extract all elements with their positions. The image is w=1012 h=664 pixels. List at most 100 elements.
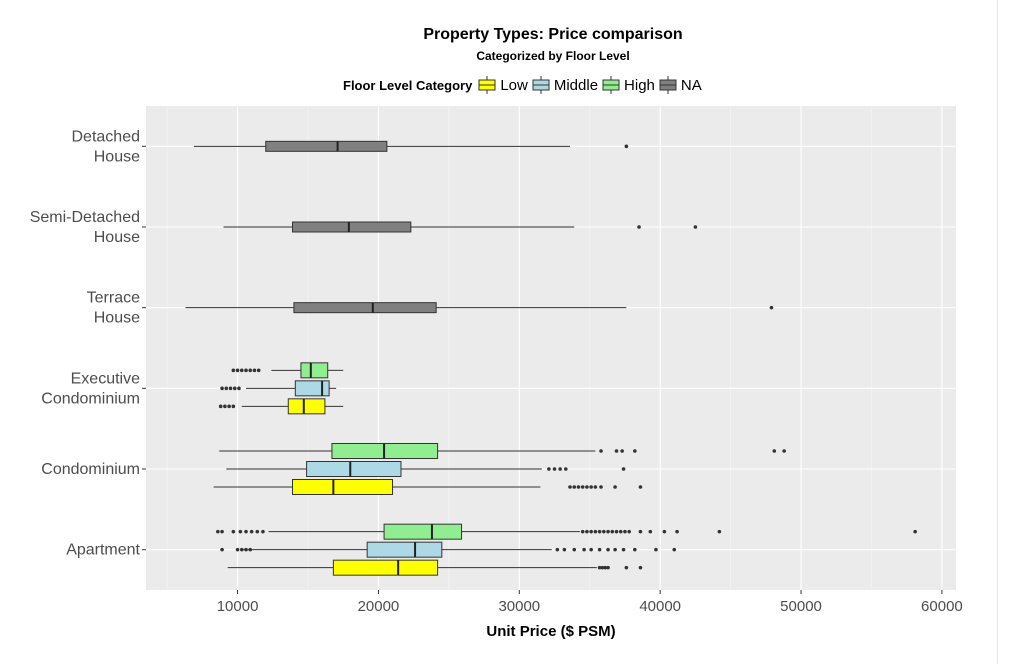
outlier-point [772,449,777,453]
outlier-point [597,565,602,570]
outlier-point [235,368,240,373]
outlier-point [232,386,237,391]
legend: Floor Level Category Low Middle High NA [343,74,706,96]
outlier-point [693,225,698,229]
box-middle [294,380,330,397]
outlier-point [648,529,653,534]
outlier-point [606,565,610,570]
outlier-point [662,529,667,534]
outlier-point [563,467,568,471]
box-low [332,559,439,576]
outlier-point [585,485,589,489]
outlier-point [589,547,593,552]
legend-key-middle [532,76,550,94]
y-tick-label: Apartment [66,542,140,559]
outlier-point [239,368,244,373]
box-low [292,479,394,495]
outlier-point [654,547,658,552]
outlier-point [638,529,643,534]
outlier-point [633,547,637,552]
outlier-point [568,485,572,489]
legend-item-high: High [602,76,655,94]
outlier-point [252,368,257,373]
outlier-point [224,386,229,391]
outlier-point [618,529,623,534]
boxplot-na [185,302,774,314]
outlier-point [572,547,577,552]
outlier-point [624,144,629,149]
outlier-point [220,386,224,391]
legend-item-middle: Middle [532,76,598,94]
legend-key-low [478,76,496,94]
outlier-point [248,547,253,552]
y-tick-label-line: Semi-Detached [30,209,140,226]
boxplot-high [231,362,344,379]
outlier-point [603,565,608,570]
outlier-point [606,529,610,534]
outlier-point [255,529,260,534]
y-tick-label-line: Detached [72,128,141,145]
outlier-point [637,225,641,229]
box-high [300,362,329,379]
y-tick-label-line: House [94,229,140,246]
outlier-point [589,485,593,489]
outlier-point [638,565,643,570]
x-tick-label: 30000 [498,598,540,615]
outlier-point [623,529,627,534]
y-tick-label: Terrace House [87,290,140,327]
y-tick-label-line: Condominium [41,390,140,407]
y-tick-label-line: Condominium [41,461,140,478]
box-na [265,140,388,152]
outlier-point [231,368,236,373]
outlier-point [576,485,581,489]
outlier-point [547,467,551,471]
outlier-point [593,529,598,534]
boxplot-low [218,398,344,415]
outlier-point [633,449,637,453]
outlier-point [599,485,603,489]
outlier-point [244,368,248,373]
outlier-point [613,485,617,489]
y-tick-label: Condominium [41,461,140,478]
chart-title: Property Types: Price comparison [423,26,683,43]
x-axis-title: Unit Price ($ PSM) [486,623,615,640]
right-divider [997,0,998,664]
outlier-point [223,404,227,409]
boxplot-low [213,479,643,495]
boxplot-high [216,523,917,540]
outlier-point [621,547,626,552]
outlier-point [220,529,224,534]
outlier-point [606,547,610,552]
x-tick-label: 40000 [639,598,681,615]
outlier-point [237,386,241,391]
outlier-point [244,529,248,534]
legend-label-low: Low [500,76,528,94]
outlier-point [593,485,598,489]
outlier-point [597,529,602,534]
outlier-point [624,565,629,570]
x-tick-label: 60000 [921,598,963,615]
outlier-point [244,547,248,552]
boxplot-middle [226,461,626,477]
box-na [293,302,437,314]
y-tick-label-line: Executive [71,370,140,387]
box-na [292,221,412,233]
boxplot-low [227,559,643,576]
y-tick-label-line: House [94,148,140,165]
outlier-point [249,529,254,534]
outlier-point [231,529,236,534]
y-tick-label-line: House [94,310,140,327]
outlier-point [638,485,643,489]
legend-label-middle: Middle [553,76,599,94]
y-tick-label: Semi-Detached House [30,209,140,246]
legend-label-high: High [624,76,655,94]
outlier-point [769,305,774,310]
outlier-point [600,565,605,570]
legend-key-na [659,76,677,94]
outlier-point [614,529,619,534]
outlier-point [672,547,677,552]
box-middle [306,461,402,477]
outlier-point [717,529,722,534]
outlier-point [562,547,567,552]
legend-item-na: NA [659,76,702,94]
